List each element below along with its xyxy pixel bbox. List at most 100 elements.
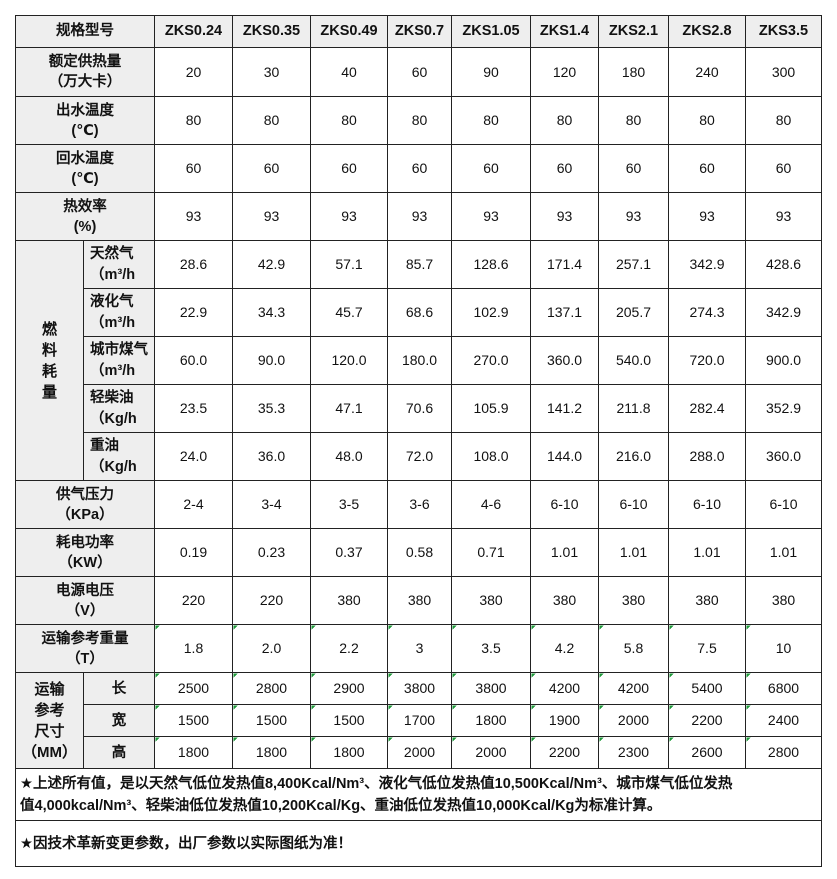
value-cell: 93 bbox=[530, 192, 599, 241]
value-cell: 60 bbox=[387, 47, 452, 97]
value-cell: 93 bbox=[154, 192, 233, 241]
value-cell: 180.0 bbox=[387, 336, 452, 385]
value-cell: 380 bbox=[745, 576, 822, 625]
table-row: 热效率 (%) 93 93 93 93 93 93 93 93 93 bbox=[15, 192, 822, 241]
size-group-label: 运输 参考 尺寸 （MM） bbox=[15, 672, 84, 769]
value-cell: 1.01 bbox=[530, 528, 599, 577]
value-cell: 2.2 bbox=[310, 624, 388, 673]
row-label: 额定供热量 （万大卡） bbox=[15, 47, 155, 97]
value-cell: 342.9 bbox=[745, 288, 822, 337]
value-cell: 108.0 bbox=[451, 432, 531, 481]
dimension-label: 长 bbox=[83, 672, 155, 705]
value-cell: 720.0 bbox=[668, 336, 746, 385]
value-cell: 90 bbox=[451, 47, 531, 97]
value-cell: 6-10 bbox=[745, 480, 822, 529]
row-label-line2: （T） bbox=[66, 650, 104, 667]
value-cell: 4-6 bbox=[451, 480, 531, 529]
value-cell: 42.9 bbox=[232, 240, 311, 289]
row-label-line1: 供气压力 bbox=[56, 486, 114, 503]
value-cell: 1800 bbox=[451, 704, 531, 737]
value-cell: 360.0 bbox=[530, 336, 599, 385]
value-cell: 34.3 bbox=[232, 288, 311, 337]
table-row: 液化气 （m³/h 22.9 34.3 45.7 68.6 102.9 137.1 205.7 2… bbox=[16, 288, 822, 337]
value-cell: 1.01 bbox=[745, 528, 822, 577]
value-cell: 48.0 bbox=[310, 432, 388, 481]
table-row: 燃料耗量天然气 （m³/h 28.6 42.9 57.1 85.7 128.6 171.4 25… bbox=[15, 240, 822, 481]
model-header: ZKS1.4 bbox=[530, 15, 599, 48]
value-cell: 80 bbox=[154, 96, 233, 145]
value-cell: 380 bbox=[451, 576, 531, 625]
fuel-type-label: 城市煤气 （m³/h bbox=[83, 336, 155, 385]
model-header: ZKS0.7 bbox=[387, 15, 452, 48]
table-row: 供气压力 （KPa） 2-4 3-4 3-5 3-6 4-6 6-10 6-10 6-10 6-10 bbox=[15, 480, 822, 529]
value-cell: 1.01 bbox=[668, 528, 746, 577]
spec-table: 规格型号 ZKS0.24 ZKS0.35 ZKS0.49 ZKS0.7 ZKS1.05 ZK… bbox=[15, 15, 822, 867]
value-cell: 205.7 bbox=[598, 288, 669, 337]
value-cell: 216.0 bbox=[598, 432, 669, 481]
model-header: ZKS3.5 bbox=[745, 15, 822, 48]
fuel-name: 液化气 bbox=[90, 293, 134, 310]
value-cell: 380 bbox=[310, 576, 388, 625]
value-cell: 90.0 bbox=[232, 336, 311, 385]
value-cell: 80 bbox=[598, 96, 669, 145]
value-cell: 2000 bbox=[451, 736, 531, 769]
fuel-unit: （m³/h bbox=[90, 314, 136, 331]
row-label-line2: （KPa） bbox=[56, 506, 114, 523]
value-cell: 2200 bbox=[668, 704, 746, 737]
value-cell: 93 bbox=[387, 192, 452, 241]
value-cell: 220 bbox=[232, 576, 311, 625]
value-cell: 80 bbox=[451, 96, 531, 145]
row-label-line1: 运输参考重量 bbox=[41, 630, 129, 647]
value-cell: 0.58 bbox=[387, 528, 452, 577]
value-cell: 2300 bbox=[598, 736, 669, 769]
fuel-group-char: 燃 bbox=[41, 320, 57, 338]
value-cell: 1800 bbox=[310, 736, 388, 769]
size-group-line: 运输 bbox=[34, 680, 65, 698]
value-cell: 93 bbox=[668, 192, 746, 241]
table-row: 运输参考重量 （T） 1.8 2.0 2.2 3 3.5 4.2 5.8 7.5 10 bbox=[15, 624, 822, 673]
value-cell: 2400 bbox=[745, 704, 822, 737]
value-cell: 0.37 bbox=[310, 528, 388, 577]
dimension-label: 高 bbox=[83, 736, 155, 769]
value-cell: 45.7 bbox=[310, 288, 388, 337]
row-label: 耗电功率 （KW） bbox=[15, 528, 155, 577]
model-header: ZKS0.24 bbox=[154, 15, 233, 48]
value-cell: 2500 bbox=[154, 672, 233, 705]
value-cell: 257.1 bbox=[598, 240, 669, 289]
value-cell: 2800 bbox=[745, 736, 822, 769]
value-cell: 60 bbox=[232, 144, 311, 193]
value-cell: 288.0 bbox=[668, 432, 746, 481]
value-cell: 144.0 bbox=[530, 432, 599, 481]
fuel-name: 重油 bbox=[90, 437, 119, 454]
value-cell: 20 bbox=[154, 47, 233, 97]
value-cell: 137.1 bbox=[530, 288, 599, 337]
note-disclaimer: ★因技术革新变更参数，出厂参数以实际图纸为准！ bbox=[15, 820, 822, 867]
value-cell: 120 bbox=[530, 47, 599, 97]
value-cell: 60 bbox=[451, 144, 531, 193]
fuel-group-char: 料 bbox=[41, 341, 57, 359]
value-cell: 24.0 bbox=[154, 432, 233, 481]
value-cell: 70.6 bbox=[387, 384, 452, 433]
fuel-unit: （m³/h bbox=[90, 266, 136, 283]
row-label-line1: 回水温度 bbox=[56, 150, 114, 167]
value-cell: 93 bbox=[598, 192, 669, 241]
table-row: 高 1800 1800 1800 2000 2000 2200 2300 2600 2800 bbox=[16, 736, 822, 769]
fuel-name: 天然气 bbox=[90, 245, 134, 262]
value-cell: 2600 bbox=[668, 736, 746, 769]
value-cell: 6-10 bbox=[598, 480, 669, 529]
table-row: 轻柴油 （Kg/h 23.5 35.3 47.1 70.6 105.9 141.2 211.8 2… bbox=[16, 384, 822, 433]
value-cell: 4.2 bbox=[530, 624, 599, 673]
row-label: 运输参考重量 （T） bbox=[15, 624, 155, 673]
value-cell: 3.5 bbox=[451, 624, 531, 673]
value-cell: 0.23 bbox=[232, 528, 311, 577]
value-cell: 2-4 bbox=[154, 480, 233, 529]
value-cell: 2900 bbox=[310, 672, 388, 705]
value-cell: 120.0 bbox=[310, 336, 388, 385]
value-cell: 60 bbox=[745, 144, 822, 193]
value-cell: 2200 bbox=[530, 736, 599, 769]
value-cell: 2000 bbox=[387, 736, 452, 769]
value-cell: 85.7 bbox=[387, 240, 452, 289]
table-row: 回水温度 (℃) 60 60 60 60 60 60 60 60 60 bbox=[15, 144, 822, 193]
value-cell: 105.9 bbox=[451, 384, 531, 433]
value-cell: 3-5 bbox=[310, 480, 388, 529]
